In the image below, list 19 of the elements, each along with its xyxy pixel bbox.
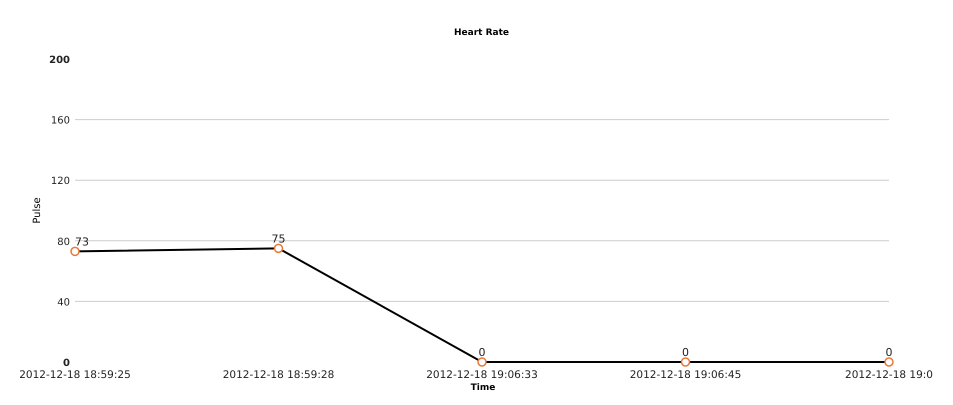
x-tick-label: 2012-12-18 19:06:45	[630, 369, 742, 381]
data-label: 0	[886, 346, 892, 359]
data-label: 0	[478, 346, 486, 359]
x-tick-label: 2012-12-18 19:06:33	[426, 369, 538, 381]
y-axis-title: Pulse	[32, 197, 43, 224]
y-tick-label: 160	[50, 116, 70, 127]
data-label: 73	[75, 235, 89, 248]
x-tick-label: 2012-12-18 18:59:28	[222, 369, 334, 381]
y-tick-label: 0	[63, 358, 70, 369]
y-tick-label: 40	[57, 297, 70, 308]
y-tick-label: 120	[50, 176, 70, 188]
y-tick-label: 200	[49, 55, 70, 66]
y-tick-label: 80	[57, 236, 70, 248]
chart-title: Heart Rate	[454, 28, 509, 38]
x-tick-label: 2012-12-18 18:59:25	[19, 369, 131, 381]
data-label: 0	[682, 346, 689, 359]
x-tick-label: 2012-12-18 19:0	[845, 369, 933, 381]
x-axis-title: Time	[470, 383, 496, 393]
data-label: 75	[272, 232, 286, 246]
